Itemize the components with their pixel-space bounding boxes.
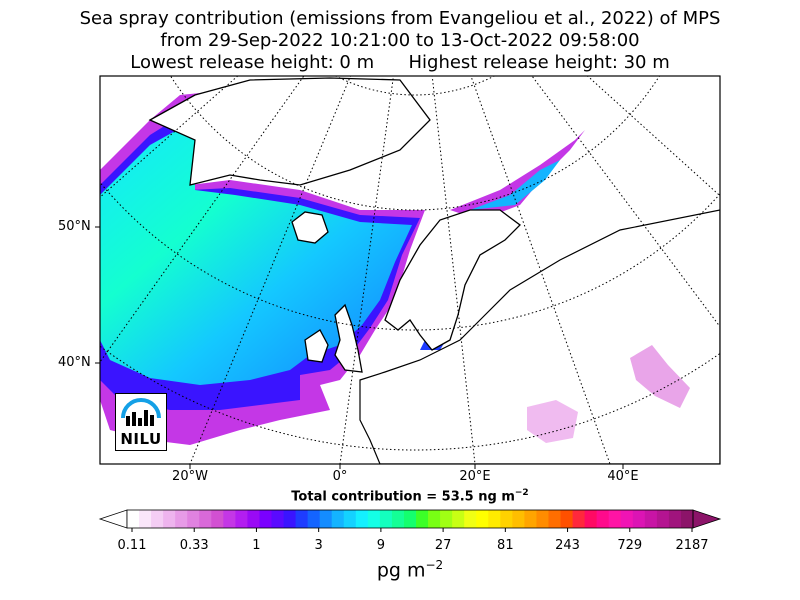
colorbar-swatch	[283, 510, 296, 528]
colorbar-tick-label: 2187	[675, 538, 709, 553]
colorbar-swatch	[295, 510, 309, 528]
colorbar-swatch	[127, 510, 140, 528]
total-contribution: Total contribution = 53.5 ng m−2	[0, 488, 800, 504]
colorbar-swatch	[355, 510, 369, 528]
colorbar-swatch	[524, 510, 537, 528]
colorbar-swatch	[680, 510, 694, 528]
colorbar-tick-label: 729	[617, 538, 643, 553]
colorbar-swatch	[391, 510, 405, 528]
white-sea-field	[450, 130, 585, 220]
lat-label-50n: 50°N	[58, 219, 91, 234]
highest-release-height: Highest release height: 30 m	[408, 52, 670, 73]
colorbar-swatch	[488, 510, 501, 528]
colorbar-swatch	[403, 510, 417, 528]
colorbar-swatch	[584, 510, 598, 528]
ireland	[304, 329, 329, 363]
colorbar-swatch	[175, 510, 188, 528]
scandinavia	[384, 209, 521, 351]
colorbar-tick-label: 243	[555, 538, 580, 553]
barents-field	[470, 160, 560, 210]
colorbar-frame	[126, 509, 694, 529]
colorbar-tick-label: 1	[252, 538, 261, 553]
colorbar-swatch	[211, 510, 224, 528]
colorbar-swatch	[319, 510, 333, 528]
colorbar-swatch	[500, 510, 513, 528]
mediterranean-field-over-land	[527, 400, 578, 443]
atlantic-field-inner	[100, 120, 412, 385]
colorbar-swatch	[632, 510, 646, 528]
colorbar-swatch	[235, 510, 248, 528]
colorbar-extend-high	[692, 509, 722, 529]
colorbar-swatch	[596, 510, 610, 528]
colorbar-swatch	[187, 510, 200, 528]
colorbar-swatch	[608, 510, 622, 528]
continental-europe	[359, 209, 720, 464]
lon-label-20e: 20°E	[459, 469, 491, 484]
colorbar-unit-exponent: −2	[425, 558, 444, 572]
colorbar-swatch	[476, 510, 489, 528]
colorbar-tick-label: 0.33	[179, 538, 209, 553]
colorbar-swatch	[343, 510, 357, 528]
colorbar-swatch	[644, 510, 658, 528]
colorbar-swatch	[668, 510, 682, 528]
title-line-2: from 29-Sep-2022 10:21:00 to 13-Oct-2022…	[160, 30, 640, 51]
colorbar-unit: pg m−2	[0, 558, 800, 581]
iceland	[291, 211, 329, 244]
colorbar-swatch	[367, 510, 381, 528]
lon-label-40e: 40°E	[607, 469, 639, 484]
colorbar-swatch	[416, 510, 429, 528]
colorbar-swatch	[247, 510, 260, 528]
black-sea-field-over-land	[630, 345, 690, 408]
colorbar-swatch	[428, 510, 441, 528]
map-frame	[99, 75, 721, 465]
colorbar-swatch	[223, 510, 236, 528]
colorbar-swatch	[151, 510, 164, 528]
colorbar-swatch	[572, 510, 586, 528]
colorbar-swatch	[536, 510, 549, 528]
great-britain	[334, 303, 363, 373]
title-line-3: Lowest release height: 0 m Highest relea…	[0, 52, 800, 73]
colorbar-unit-text: pg m	[376, 559, 426, 582]
colorbar-swatch	[512, 510, 525, 528]
colorbar-swatch	[620, 510, 634, 528]
colorbar-swatch	[307, 510, 321, 528]
colorbar-tick-label: 27	[434, 538, 452, 553]
colorbar-swatch	[560, 510, 573, 528]
map-area	[100, 76, 720, 464]
lat-label-40n: 40°N	[58, 355, 91, 370]
colorbar-swatch	[464, 510, 477, 528]
graticule	[100, 76, 720, 464]
colorbar	[98, 509, 722, 532]
title-line-1: Sea spray contribution (emissions from E…	[79, 8, 721, 29]
colorbar-extend-low	[98, 509, 128, 529]
colorbar-swatch	[259, 510, 272, 528]
colorbar-swatch	[163, 510, 176, 528]
colorbar-swatch	[139, 510, 152, 528]
lowest-release-height: Lowest release height: 0 m	[130, 52, 375, 73]
axis-ticks	[95, 226, 624, 469]
colorbar-swatch	[440, 510, 453, 528]
colorbar-swatch	[379, 510, 393, 528]
colorbar-swatch	[548, 510, 561, 528]
colorbar-swatch	[331, 510, 345, 528]
colorbar-swatch	[656, 510, 670, 528]
nilu-logo-text: NILU	[120, 430, 162, 448]
lon-label-0: 0°	[332, 469, 348, 484]
colorbar-tick-label: 9	[376, 538, 386, 553]
total-contribution-exponent: −2	[514, 488, 529, 498]
colorbar-tick-label: 0.11	[117, 538, 147, 553]
total-contribution-text: Total contribution = 53.5 ng m	[291, 489, 515, 505]
colorbar-swatch	[271, 510, 284, 528]
greenland	[148, 77, 431, 186]
colorbar-tick-label: 81	[497, 538, 514, 553]
colorbar-swatch	[452, 510, 465, 528]
colorbar-swatch	[199, 510, 212, 528]
colorbar-tick-label: 3	[314, 538, 323, 553]
nilu-logo: NILU	[115, 393, 167, 451]
lon-label-20w: 20°W	[172, 469, 208, 484]
nilu-logo-icon	[121, 398, 161, 426]
